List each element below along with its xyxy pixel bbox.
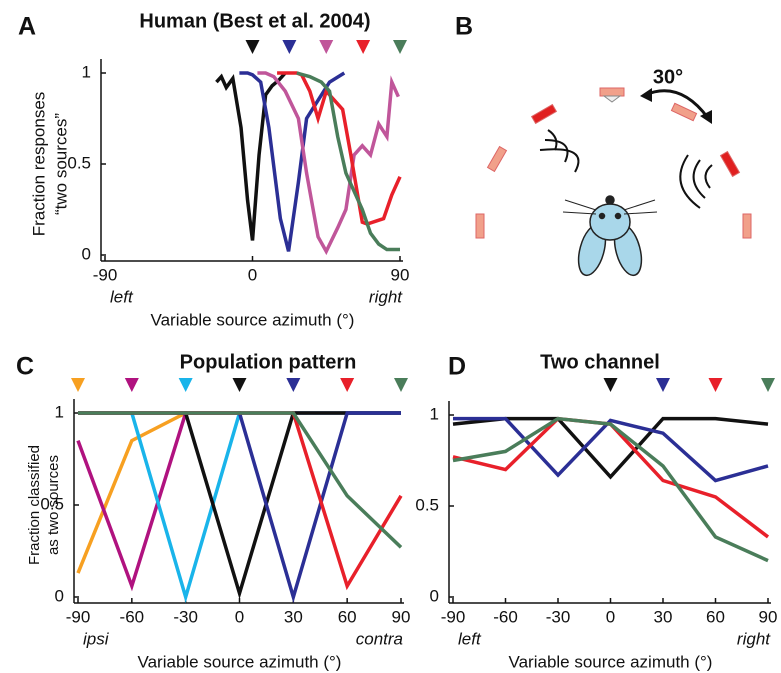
angle-label: 30° [653, 66, 683, 88]
position-marker [394, 378, 408, 392]
y-axis-label: Fraction classified [26, 445, 43, 565]
x-tick-label: -90 [93, 265, 118, 284]
y-tick-label: 0.5 [415, 495, 439, 514]
position-marker [179, 378, 193, 392]
position-marker [604, 378, 618, 392]
position-marker [233, 378, 247, 392]
position-marker [286, 378, 300, 392]
x-tick-label: 90 [391, 265, 410, 284]
x-tick-label: 30 [284, 607, 303, 626]
series-line [78, 413, 401, 573]
panel-b-diagram: B 30° [455, 13, 751, 279]
y-tick-label: 1 [430, 404, 439, 423]
series-line [216, 73, 285, 240]
x-tick-label: 60 [706, 607, 725, 626]
y-axis-label: as two sources [45, 455, 62, 555]
x-note: left [110, 287, 134, 306]
position-marker [656, 378, 670, 392]
x-tick-label: -90 [441, 607, 466, 626]
x-tick-label: 0 [606, 607, 615, 626]
y-tick-label: 0 [82, 244, 91, 263]
x-tick-label: -60 [120, 607, 145, 626]
series-line [78, 413, 401, 547]
x-tick-label: -90 [66, 607, 91, 626]
x-tick-label: 30 [654, 607, 673, 626]
y-axis-label: “two sources” [51, 113, 70, 215]
series-line [453, 419, 768, 481]
x-tick-label: 90 [392, 607, 411, 626]
x-tick-label: 90 [759, 607, 778, 626]
position-marker [356, 40, 370, 54]
arrow-head [640, 88, 652, 102]
position-marker [761, 378, 775, 392]
position-marker [125, 378, 139, 392]
panel-label: A [18, 13, 36, 41]
chart-title: Two channel [540, 351, 660, 373]
position-marker [340, 378, 354, 392]
x-axis-label: Variable source azimuth (°) [138, 652, 342, 671]
chart-title: Population pattern [180, 351, 357, 373]
x-axis-label: Variable source azimuth (°) [509, 652, 713, 671]
position-marker [319, 40, 333, 54]
x-tick-label: 0 [248, 265, 257, 284]
x-note: ipsi [83, 629, 110, 648]
panel-label: B [455, 13, 473, 41]
x-note: contra [356, 629, 403, 648]
x-tick-label: -30 [173, 607, 198, 626]
position-marker [709, 378, 723, 392]
sound-waves [540, 130, 712, 208]
y-tick-label: 1 [55, 402, 64, 421]
x-note: left [458, 629, 482, 648]
chart-title: Human (Best et al. 2004) [139, 10, 370, 32]
series-line [453, 419, 768, 561]
y-tick-label: 1 [82, 62, 91, 81]
position-marker [246, 40, 260, 54]
series-line [257, 73, 398, 251]
x-note: right [737, 629, 771, 648]
mouse [563, 196, 657, 278]
y-tick-label: 0 [430, 586, 439, 605]
position-marker [282, 40, 296, 54]
figure: B 30° AHuman (Best et al. 2004)00.51-900… [0, 0, 781, 673]
panel-label: C [16, 353, 34, 381]
y-tick-label: 0 [55, 586, 64, 605]
position-marker [71, 378, 85, 392]
x-tick-label: -30 [546, 607, 571, 626]
x-tick-label: 60 [338, 607, 357, 626]
x-tick-label: 0 [235, 607, 244, 626]
y-tick-label: 0.5 [67, 153, 91, 172]
x-note: right [369, 287, 403, 306]
position-marker [393, 40, 407, 54]
x-axis-label: Variable source azimuth (°) [151, 310, 355, 329]
panel-label: D [448, 353, 466, 381]
y-axis-label: Fraction responses [29, 92, 48, 237]
x-tick-label: -60 [493, 607, 518, 626]
